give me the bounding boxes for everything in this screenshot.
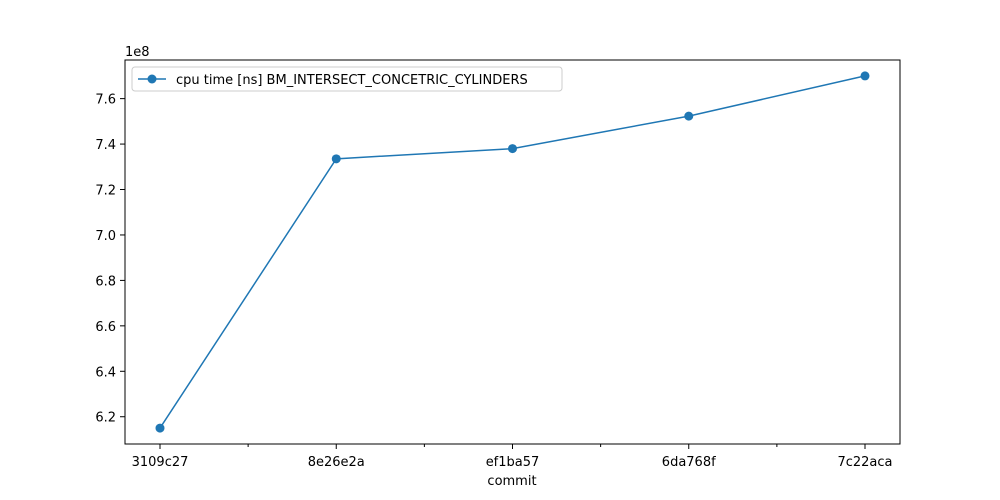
x-tick-label: 7c22aca <box>837 455 892 470</box>
data-point <box>508 144 517 154</box>
data-point <box>331 154 341 164</box>
y-tick-label: 7.2 <box>95 184 116 199</box>
series-layer <box>155 71 870 433</box>
y-tick-label: 7.6 <box>95 93 116 108</box>
y-tick-label: 6.2 <box>95 411 116 426</box>
data-point <box>684 111 694 121</box>
legend-label: cpu time [ns] BM_INTERSECT_CONCETRIC_CYL… <box>176 73 528 88</box>
x-tick-label: 3109c27 <box>132 455 189 470</box>
x-tick-label: ef1ba57 <box>486 455 540 470</box>
x-axis-ticks: 3109c27 8e26e2a ef1ba57 6da768f 7c22aca <box>132 444 893 470</box>
y-tick-label: 7.0 <box>95 229 116 244</box>
x-tick-label: 8e26e2a <box>308 455 365 470</box>
y-tick-label: 7.4 <box>95 138 116 153</box>
y-tick-label: 6.8 <box>95 274 116 289</box>
plot-area-frame <box>124 59 901 445</box>
data-point <box>155 423 165 433</box>
y-axis-offset-label: 1e8 <box>125 45 150 60</box>
y-axis-ticks: 6.2 6.4 6.6 6.8 7.0 7.2 7.4 7.6 <box>95 93 125 426</box>
x-tick-label: 6da768f <box>662 455 716 470</box>
y-tick-label: 6.4 <box>95 365 116 380</box>
legend-marker-swatch <box>147 74 157 84</box>
x-axis-title: commit <box>487 474 536 489</box>
legend-box <box>131 66 563 92</box>
data-point <box>860 71 870 81</box>
y-tick-label: 6.6 <box>95 320 116 335</box>
legend: cpu time [ns] BM_INTERSECT_CONCETRIC_CYL… <box>131 66 563 92</box>
